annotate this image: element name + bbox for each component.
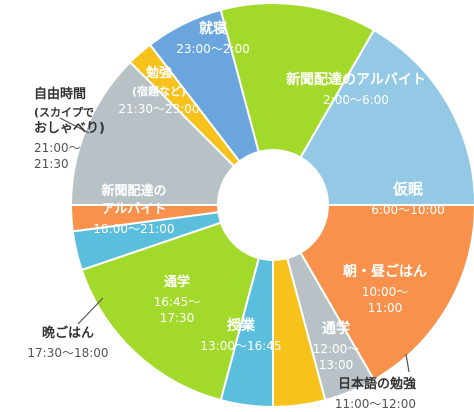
slice-time-label: 16:45〜 xyxy=(154,295,201,309)
leader-line xyxy=(405,353,410,373)
slice-label: (宿題など) xyxy=(132,84,186,98)
slice-label: 勉強 xyxy=(145,65,172,81)
slice-label: アルバイト xyxy=(102,202,167,217)
slice-time-label: 11:00〜12:00 xyxy=(335,397,416,411)
slice-time-label: 17:30 xyxy=(160,311,195,325)
slice-label: 通学 xyxy=(164,274,190,290)
slice-label: おしゃべり) xyxy=(34,121,105,136)
slice-label: 新聞配達のアルバイト xyxy=(286,71,426,88)
slice-time-label: 21:00〜 xyxy=(34,141,81,155)
pie-slice xyxy=(219,2,376,208)
slice-time-label: 6:00〜10:00 xyxy=(371,203,445,217)
pie-slice xyxy=(69,60,276,206)
slice-label: 授業 xyxy=(227,317,256,334)
slice-time-label: 23:00〜2:00 xyxy=(176,42,250,56)
slice-label: 新聞配達の xyxy=(101,183,166,199)
pie-center-hole xyxy=(217,149,329,261)
leader-line xyxy=(77,297,104,325)
slice-label: 日本語の勉強 xyxy=(338,376,416,392)
slice-time-label: 21:30 xyxy=(34,157,69,171)
slice-time-label: 2:00〜6:00 xyxy=(323,93,389,107)
slice-time-label: 17:30〜18:00 xyxy=(27,346,108,360)
leader-line xyxy=(59,117,90,134)
slice-time-label: 13:00 xyxy=(319,358,354,372)
slice-label: 通学 xyxy=(322,320,350,337)
slice-time-label: 13:00〜16:45 xyxy=(200,339,281,353)
slice-time-label: 12:00〜 xyxy=(313,342,360,356)
slice-time-label: 11:00 xyxy=(368,301,403,315)
slice-time-label: 10:00〜 xyxy=(362,285,409,299)
slice-time-label: 18:00〜21:00 xyxy=(93,222,174,236)
slice-label: 晩ごはん xyxy=(42,325,94,341)
slice-label: 仮眠 xyxy=(392,180,423,198)
slice-label: (スカイプで xyxy=(34,105,94,119)
slice-label: 就寝 xyxy=(199,20,227,37)
slice-label: 自由時間 xyxy=(34,86,86,102)
slice-label: 朝・昼ごはん xyxy=(343,263,427,280)
slice-time-label: 21:30〜23:00 xyxy=(118,102,199,116)
